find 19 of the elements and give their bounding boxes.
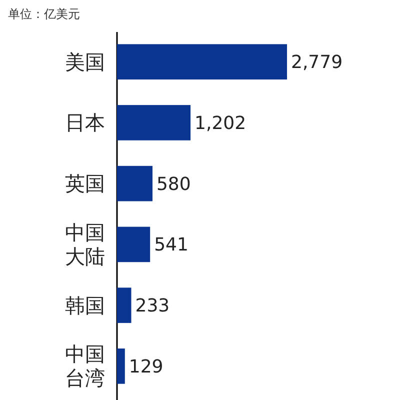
- data-label: 233: [135, 296, 170, 317]
- bar: [117, 348, 125, 384]
- y-tick-label: 中国台湾: [65, 342, 105, 390]
- bar: [117, 226, 150, 262]
- data-label: 2,779: [291, 52, 343, 74]
- y-tick-label: 英国: [65, 172, 105, 196]
- bar: [117, 44, 287, 80]
- data-label: 129: [128, 356, 164, 378]
- data-label: 541: [154, 234, 188, 256]
- bar: [117, 166, 152, 202]
- y-tick-label: 日本: [65, 110, 105, 135]
- bar: [117, 105, 191, 140]
- chart-subtitle: 单位：亿美元: [8, 7, 80, 21]
- data-label: 1,202: [194, 112, 246, 134]
- y-tick-label: 美国: [65, 50, 105, 74]
- bar: [117, 288, 132, 323]
- y-tick-label: 中国大陆: [65, 220, 105, 268]
- y-tick-label: 韩国: [65, 293, 105, 318]
- data-label: 580: [156, 174, 191, 195]
